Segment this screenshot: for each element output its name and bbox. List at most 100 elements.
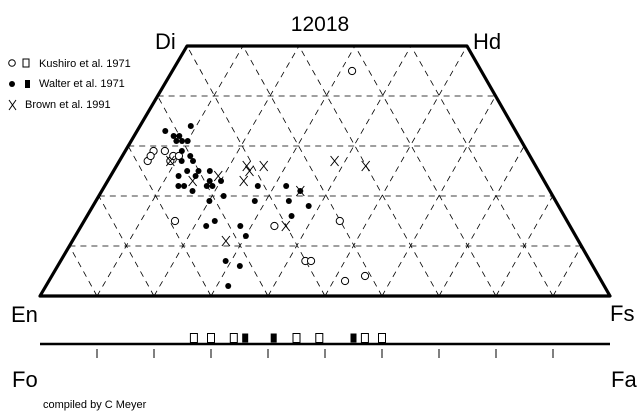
data-points <box>143 66 371 289</box>
data-point-filled-circle <box>218 178 225 184</box>
data-point-filled-circle <box>211 218 218 224</box>
data-point-open-circle <box>174 151 184 161</box>
axis-label-fa: Fa <box>611 367 637 392</box>
grid-line <box>242 45 383 297</box>
data-point-filled-circle <box>206 198 213 204</box>
data-point-filled-circle <box>187 153 194 159</box>
data-point-filled-circle <box>195 168 202 174</box>
data-point-cross <box>239 175 249 187</box>
data-point-cross <box>281 220 291 232</box>
olivine-points <box>189 333 386 343</box>
data-point-filled-circle <box>236 263 243 269</box>
data-point-open-circle <box>146 151 155 161</box>
olivine-point-filled-square <box>242 333 249 343</box>
data-point-filled-circle <box>176 133 183 139</box>
data-point-filled-circle <box>170 133 177 139</box>
data-point-filled-circle <box>192 173 199 179</box>
data-point-filled-circle <box>173 138 180 144</box>
data-point-filled-circle <box>203 183 210 189</box>
data-point-filled-circle <box>283 183 290 189</box>
olivine-point-open-square <box>378 333 386 343</box>
grid-line <box>210 45 356 297</box>
data-point-filled-circle <box>206 178 213 184</box>
olivine-point-open-square <box>360 333 369 343</box>
olivine-point-filled-square <box>350 333 357 343</box>
data-point-filled-circle <box>209 183 216 189</box>
corner-label-hd: Hd <box>473 29 501 54</box>
corner-label-en: En <box>11 302 38 327</box>
legend-label-brown: Brown et al. 1991 <box>25 99 111 111</box>
data-point-filled-circle <box>285 198 292 204</box>
data-point-filled-circle <box>184 168 191 174</box>
data-point-filled-circle <box>187 123 194 129</box>
data-point-cross <box>242 160 252 172</box>
olivine-point-open-square <box>207 333 215 343</box>
data-point-filled-circle <box>237 223 244 229</box>
legend: Kushiro et al. 1971 Walter et al. 1971 B… <box>8 58 131 111</box>
grid-line <box>410 45 554 297</box>
data-point-open-circle <box>306 256 316 266</box>
data-point-open-circle <box>170 216 180 226</box>
open-square-symbol <box>22 58 30 68</box>
data-point-filled-circle <box>206 168 213 174</box>
data-point-filled-circle <box>178 148 185 154</box>
data-point-filled-circle <box>179 138 186 144</box>
data-point-filled-circle <box>175 183 182 189</box>
legend-entry-brown: Brown et al. 1991 <box>8 99 111 111</box>
legend-label-walter: Walter et al. 1971 <box>39 78 125 90</box>
data-point-cross <box>188 175 198 187</box>
data-point-filled-circle <box>220 193 227 199</box>
data-point-filled-circle <box>162 128 169 134</box>
olivine-point-open-square <box>189 333 198 343</box>
open-circle-symbol <box>8 59 16 67</box>
olivine-point-open-square <box>315 333 324 343</box>
data-point-filled-circle <box>184 138 191 144</box>
legend-entry-walter: Walter et al. 1971 <box>9 78 125 90</box>
data-point-filled-circle <box>189 158 196 164</box>
data-point-filled-circle <box>225 283 232 289</box>
grid-line <box>186 45 326 297</box>
diagram-title: 12018 <box>291 13 349 36</box>
grid-line <box>69 245 98 297</box>
data-point-filled-circle <box>254 183 261 189</box>
data-point-open-circle <box>270 221 279 231</box>
data-point-filled-circle <box>203 223 210 229</box>
data-point-cross <box>165 155 175 167</box>
data-point-open-circle <box>335 216 344 226</box>
grid-line <box>324 45 468 297</box>
corner-label-di: Di <box>155 29 176 54</box>
grid-line <box>354 45 497 297</box>
data-point-cross <box>259 160 269 172</box>
quadrilateral-outline <box>38 44 612 298</box>
data-point-filled-circle <box>189 188 196 194</box>
data-point-open-circle <box>340 276 350 286</box>
data-point-cross <box>295 185 305 197</box>
grid-line <box>98 195 155 297</box>
data-point-cross <box>330 155 339 167</box>
data-point-filled-circle <box>181 183 188 189</box>
data-point-filled-circle <box>288 213 295 219</box>
data-point-cross <box>221 235 231 247</box>
data-point-open-circle <box>347 66 357 76</box>
olivine-point-open-square <box>229 333 238 343</box>
olivine-ticks <box>96 349 554 358</box>
data-point-filled-circle <box>305 203 312 209</box>
data-point-open-circle <box>360 271 370 281</box>
grid-line <box>153 45 300 297</box>
credit-text: compiled by C Meyer <box>43 399 147 411</box>
legend-label-kushiro: Kushiro et al. 1971 <box>39 58 131 70</box>
data-point-cross <box>245 165 254 177</box>
grid-line <box>267 45 412 297</box>
data-point-cross <box>213 170 223 182</box>
olivine-point-open-square <box>292 333 301 343</box>
grid-line <box>157 95 269 297</box>
olivine-point-filled-square <box>270 333 277 343</box>
data-point-open-circle <box>160 146 169 156</box>
data-point-filled-circle <box>175 173 182 179</box>
grid-lines <box>69 45 582 297</box>
axis-label-fo: Fo <box>12 367 38 392</box>
grid-line <box>438 145 525 297</box>
data-point-filled-circle <box>178 158 185 164</box>
corner-label-fs: Fs <box>610 301 634 326</box>
